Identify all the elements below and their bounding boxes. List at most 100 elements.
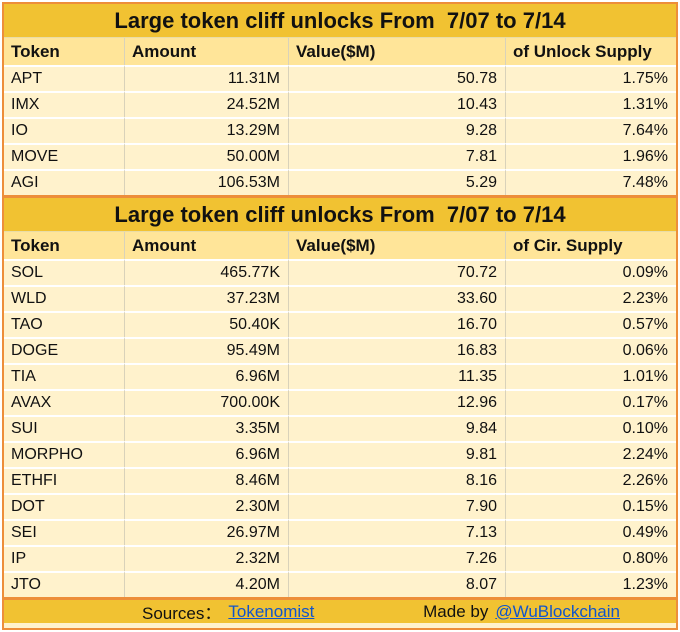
table-row: WLD 37.23M 33.60 2.23% — [4, 285, 676, 311]
token-cell: IMX — [4, 91, 125, 117]
token-cell: MORPHO — [4, 441, 125, 467]
value-cell: 9.84 — [289, 415, 506, 441]
value-cell: 2.24% — [506, 441, 676, 467]
value-cell: 1.01% — [506, 363, 676, 389]
table-row: SUI 3.35M 9.84 0.10% — [4, 415, 676, 441]
table-row: AGI 106.53M 5.29 7.48% — [4, 169, 676, 195]
token-cell: AGI — [4, 169, 125, 195]
value-cell: 8.07 — [289, 571, 506, 597]
sources-group: Sources： Tokenomist — [142, 599, 314, 624]
value-cell: 33.60 — [289, 285, 506, 311]
value-cell: 8.46M — [125, 467, 289, 493]
value-cell: 11.31M — [125, 65, 289, 91]
token-cell: IO — [4, 117, 125, 143]
value-cell: 4.20M — [125, 571, 289, 597]
token-cell: DOT — [4, 493, 125, 519]
value-cell: 5.29 — [289, 169, 506, 195]
table-row: MOVE 50.00M 7.81 1.96% — [4, 143, 676, 169]
value-cell: 2.26% — [506, 467, 676, 493]
table-row: APT 11.31M 50.78 1.75% — [4, 65, 676, 91]
token-cell: SOL — [4, 259, 125, 285]
value-cell: 0.10% — [506, 415, 676, 441]
token-cell: SUI — [4, 415, 125, 441]
token-cell: IP — [4, 545, 125, 571]
value-cell: 7.64% — [506, 117, 676, 143]
value-cell: 0.80% — [506, 545, 676, 571]
value-cell: 1.75% — [506, 65, 676, 91]
token-cell: WLD — [4, 285, 125, 311]
token-cell: MOVE — [4, 143, 125, 169]
cir-supply-table: Large token cliff unlocks From 7/07 to 7… — [4, 195, 676, 597]
value-cell: 9.28 — [289, 117, 506, 143]
table-row: SOL 465.77K 70.72 0.09% — [4, 259, 676, 285]
value-cell: 0.15% — [506, 493, 676, 519]
value-cell: 16.83 — [289, 337, 506, 363]
value-cell: 12.96 — [289, 389, 506, 415]
value-cell: 0.09% — [506, 259, 676, 285]
token-cell: APT — [4, 65, 125, 91]
value-cell: 7.48% — [506, 169, 676, 195]
unlock-supply-table: Large token cliff unlocks From 7/07 to 7… — [4, 4, 676, 195]
column-header-unlock-supply: of Unlock Supply — [513, 41, 652, 61]
value-cell: 50.40K — [125, 311, 289, 337]
value-cell: 3.35M — [125, 415, 289, 441]
table-row: DOGE 95.49M 16.83 0.06% — [4, 337, 676, 363]
value-cell: 2.23% — [506, 285, 676, 311]
token-cell: SEI — [4, 519, 125, 545]
value-cell: 7.90 — [289, 493, 506, 519]
token-cell: TIA — [4, 363, 125, 389]
value-cell: 24.52M — [125, 91, 289, 117]
table-row: ETHFI 8.46M 8.16 2.26% — [4, 467, 676, 493]
value-cell: 1.96% — [506, 143, 676, 169]
value-cell: 8.16 — [289, 467, 506, 493]
value-cell: 10.43 — [289, 91, 506, 117]
tokenomist-link[interactable]: Tokenomist — [228, 601, 315, 621]
table-header-row: Token Amount Value($M) of Unlock Supply — [4, 38, 676, 65]
value-cell: 26.97M — [125, 519, 289, 545]
table-row: AVAX 700.00K 12.96 0.17% — [4, 389, 676, 415]
value-cell: 465.77K — [125, 259, 289, 285]
token-cell: DOGE — [4, 337, 125, 363]
column-header-amount: Amount — [125, 232, 289, 259]
value-cell: 2.32M — [125, 545, 289, 571]
column-header-value: Value($M) — [289, 232, 506, 259]
value-cell: 1.31% — [506, 91, 676, 117]
table-title: Large token cliff unlocks From 7/07 to 7… — [4, 198, 676, 232]
value-cell: 0.17% — [506, 389, 676, 415]
value-cell: 7.13 — [289, 519, 506, 545]
table-row: TIA 6.96M 11.35 1.01% — [4, 363, 676, 389]
value-cell: 9.81 — [289, 441, 506, 467]
value-cell: 95.49M — [125, 337, 289, 363]
footer-bar: Sources： Tokenomist Made by @WuBlockchai… — [4, 597, 676, 623]
table-title: Large token cliff unlocks From 7/07 to 7… — [4, 4, 676, 38]
table-row: MORPHO 6.96M 9.81 2.24% — [4, 441, 676, 467]
value-cell: 7.81 — [289, 143, 506, 169]
column-header-token: Token — [4, 232, 125, 259]
table-row: TAO 50.40K 16.70 0.57% — [4, 311, 676, 337]
value-cell: 106.53M — [125, 169, 289, 195]
table-row: JTO 4.20M 8.07 1.23% — [4, 571, 676, 597]
value-cell: 6.96M — [125, 441, 289, 467]
value-cell: 70.72 — [289, 259, 506, 285]
sources-label: Sources： — [142, 604, 222, 623]
token-cell: ETHFI — [4, 467, 125, 493]
wublockchain-link[interactable]: @WuBlockchain — [495, 601, 620, 621]
value-cell: 0.49% — [506, 519, 676, 545]
column-header-amount: Amount — [125, 38, 289, 65]
value-cell: 700.00K — [125, 389, 289, 415]
value-cell: 50.00M — [125, 143, 289, 169]
value-cell: 11.35 — [289, 363, 506, 389]
column-header-value: Value($M) — [289, 38, 506, 65]
token-cell: AVAX — [4, 389, 125, 415]
value-cell: 1.23% — [506, 571, 676, 597]
made-by-label: Made by — [423, 601, 489, 621]
table-row: IMX 24.52M 10.43 1.31% — [4, 91, 676, 117]
value-cell: 0.57% — [506, 311, 676, 337]
value-cell: 7.26 — [289, 545, 506, 571]
value-cell: 50.78 — [289, 65, 506, 91]
made-by-group: Made by @WuBlockchain — [423, 602, 620, 622]
token-cell: TAO — [4, 311, 125, 337]
token-cell: JTO — [4, 571, 125, 597]
value-cell: 16.70 — [289, 311, 506, 337]
